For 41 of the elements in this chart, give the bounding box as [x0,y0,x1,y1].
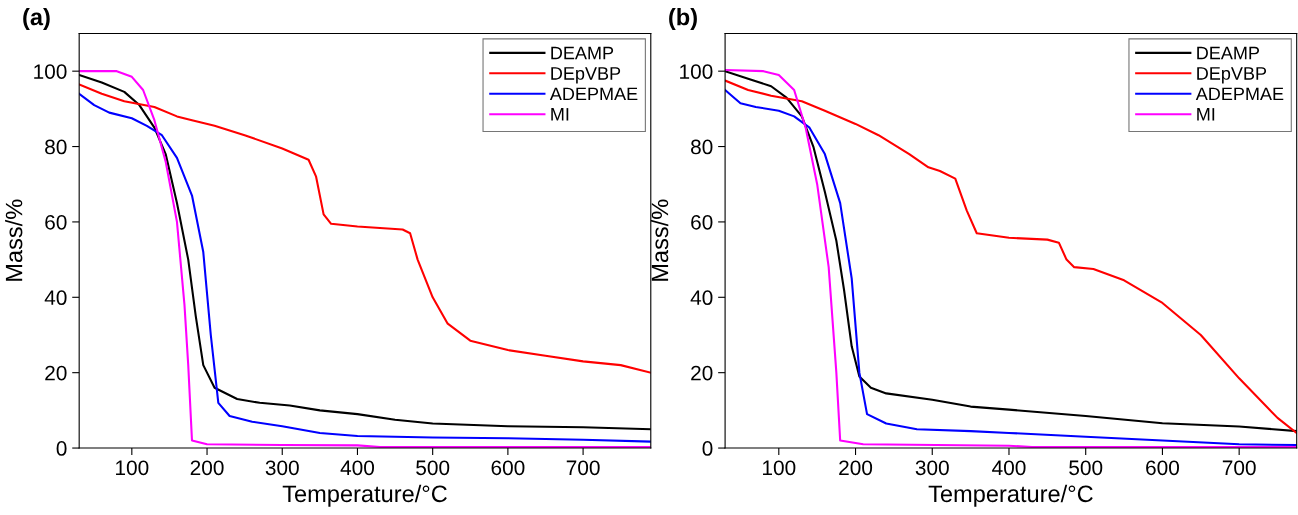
y-tick-label: 80 [45,139,67,155]
y-tick-label: 60 [45,214,67,230]
legend-label: ADEPMAE [549,87,638,101]
legend-label: ADEPMAE [1195,87,1284,101]
y-axis-title: Mass/% [5,199,23,281]
x-tick-label: 100 [763,460,796,476]
y-tick-label: 0 [56,441,67,456]
y-tick-label: 0 [702,441,713,456]
legend-label: DEAMP [1197,46,1260,60]
x-tick-label: 200 [839,460,873,476]
x-tick-label: 100 [116,460,149,476]
y-tick-label: 40 [690,290,713,306]
x-tick-label: 500 [416,460,450,476]
x-tick-label: 600 [1146,460,1179,476]
x-tick-label: 300 [915,460,949,476]
y-tick-label: 80 [691,139,713,155]
y-tick-label: 40 [44,290,67,306]
line-series [79,83,651,374]
y-tick-label: 60 [691,214,713,230]
x-tick-label: 600 [491,460,525,476]
legend-label: MI [551,108,569,121]
y-tick-label: 100 [680,64,713,79]
legend-label: MI [1197,108,1215,121]
chart-title: (a) [23,8,50,31]
x-tick-label: 300 [265,460,299,476]
x-tick-label: 400 [992,460,1026,476]
legend-label: DEAMP [551,46,614,60]
x-axis-title: Temperature/°C [282,484,447,507]
x-tick-label: 700 [1222,460,1256,476]
y-tick-label: 20 [691,365,713,381]
x-axis-title: Temperature/°C [928,484,1093,507]
y-tick-label: 20 [45,365,67,381]
legend-label: DEpVBP [551,67,621,84]
x-tick-label: 200 [190,460,224,476]
legend-label: DEpVBP [1197,67,1267,84]
chart-title: (b) [669,8,697,31]
y-axis-title: Mass/% [650,199,669,281]
x-tick-label: 500 [1069,460,1103,476]
x-tick-label: 400 [340,460,375,476]
x-tick-label: 700 [566,460,600,476]
y-tick-label: 100 [34,64,67,79]
